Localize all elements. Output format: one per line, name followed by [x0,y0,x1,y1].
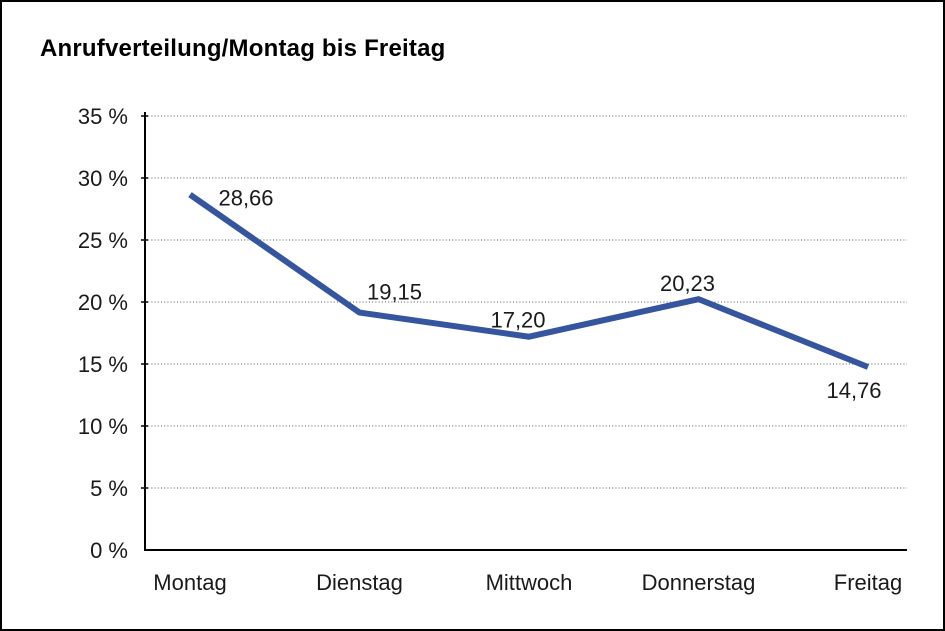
y-tick-label: 30 % [78,166,128,191]
data-point-label: 14,76 [826,378,881,403]
x-tick-label: Freitag [834,570,902,595]
x-tick-label: Montag [153,570,226,595]
data-point-label: 28,66 [218,186,273,211]
series-line [188,192,870,370]
y-tick-label: 20 % [78,290,128,315]
chart-title: Anrufverteilung/Montag bis Freitag [40,35,446,62]
data-point-label: 20,23 [660,271,715,296]
x-tick-label: Dienstag [316,570,403,595]
y-tick-label: 0 % [90,538,128,563]
data-point-label: 17,20 [490,308,545,333]
data-point-label: 19,15 [367,280,422,305]
x-tick-label: Mittwoch [486,570,573,595]
x-tick-label: Donnerstag [642,570,756,595]
y-tick-label: 10 % [78,414,128,439]
y-tick-label: 25 % [78,228,128,253]
y-tick-label: 35 % [78,104,128,129]
y-tick-label: 15 % [78,352,128,377]
y-tick-label: 5 % [90,476,128,501]
